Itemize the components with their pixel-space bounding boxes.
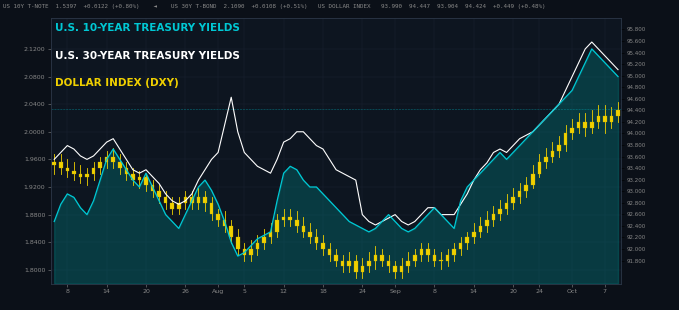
Bar [275, 220, 279, 232]
Bar [380, 255, 384, 260]
Bar [183, 197, 187, 203]
Bar [590, 122, 593, 128]
Bar [249, 249, 253, 255]
Bar [393, 266, 397, 272]
Bar [223, 220, 227, 226]
Bar [79, 174, 82, 177]
Bar [518, 191, 521, 197]
Bar [301, 226, 305, 232]
Bar [59, 162, 62, 168]
Bar [452, 249, 456, 255]
Bar [321, 243, 325, 249]
Bar [170, 203, 174, 209]
Bar [105, 157, 109, 162]
Bar [373, 255, 378, 260]
Bar [492, 214, 495, 220]
Bar [387, 260, 390, 266]
Bar [341, 260, 344, 266]
Bar [348, 260, 351, 266]
Bar [420, 249, 423, 255]
Bar [190, 197, 194, 203]
Bar [557, 145, 561, 151]
Bar [210, 203, 213, 214]
Bar [131, 174, 134, 179]
Bar [144, 177, 148, 185]
Bar [426, 249, 430, 255]
Bar [65, 168, 69, 171]
Bar [354, 260, 358, 272]
Bar [289, 217, 292, 220]
Bar [262, 237, 265, 243]
Bar [544, 157, 548, 162]
Bar [564, 133, 568, 145]
Bar [236, 237, 240, 249]
Bar [472, 232, 475, 237]
Bar [242, 249, 246, 255]
Bar [511, 197, 515, 203]
Bar [282, 217, 285, 220]
Bar [328, 249, 331, 255]
Bar [597, 116, 600, 122]
Bar [111, 157, 115, 162]
Bar [524, 185, 528, 191]
Bar [367, 260, 371, 266]
Bar [603, 116, 607, 122]
Bar [151, 185, 154, 191]
Bar [538, 162, 541, 174]
Bar [230, 226, 233, 237]
Bar [203, 197, 207, 203]
Bar [577, 122, 581, 128]
Bar [407, 260, 410, 266]
Bar [308, 232, 312, 237]
Bar [465, 237, 469, 243]
Bar [617, 110, 620, 116]
Bar [334, 255, 338, 260]
Bar [610, 116, 613, 122]
Bar [138, 177, 141, 179]
Bar [459, 243, 462, 249]
Bar [314, 237, 318, 243]
Bar [164, 197, 168, 203]
Text: U.S. 30-YEAR TREASURY YIELDS: U.S. 30-YEAR TREASURY YIELDS [56, 51, 240, 61]
Bar [124, 168, 128, 174]
Bar [570, 128, 574, 133]
Bar [255, 243, 259, 249]
Bar [361, 266, 364, 272]
Bar [498, 209, 502, 214]
Bar [583, 122, 587, 128]
Bar [485, 220, 489, 226]
Text: US 10Y T-NOTE  1.5397  +0.0122 (+0.80%)    ◄    US 30Y T-BOND  2.1090  +0.0108 (: US 10Y T-NOTE 1.5397 +0.0122 (+0.80%) ◄ … [3, 4, 546, 9]
Bar [551, 151, 554, 157]
Bar [52, 162, 56, 165]
Bar [197, 197, 200, 203]
Bar [400, 266, 403, 272]
Bar [98, 162, 102, 168]
Bar [531, 174, 534, 185]
Bar [118, 162, 122, 168]
Bar [445, 255, 449, 260]
Bar [72, 171, 75, 174]
Bar [92, 168, 95, 174]
Text: U.S. 10-YEAR TREASURY YIELDS: U.S. 10-YEAR TREASURY YIELDS [56, 23, 240, 33]
Bar [158, 191, 161, 197]
Bar [217, 214, 220, 220]
Bar [413, 255, 417, 260]
Bar [85, 174, 89, 177]
Bar [177, 203, 181, 209]
Bar [295, 220, 299, 226]
Text: DOLLAR INDEX (DXY): DOLLAR INDEX (DXY) [56, 78, 179, 88]
Bar [269, 232, 272, 237]
Bar [504, 203, 509, 209]
Bar [433, 255, 436, 260]
Bar [479, 226, 482, 232]
